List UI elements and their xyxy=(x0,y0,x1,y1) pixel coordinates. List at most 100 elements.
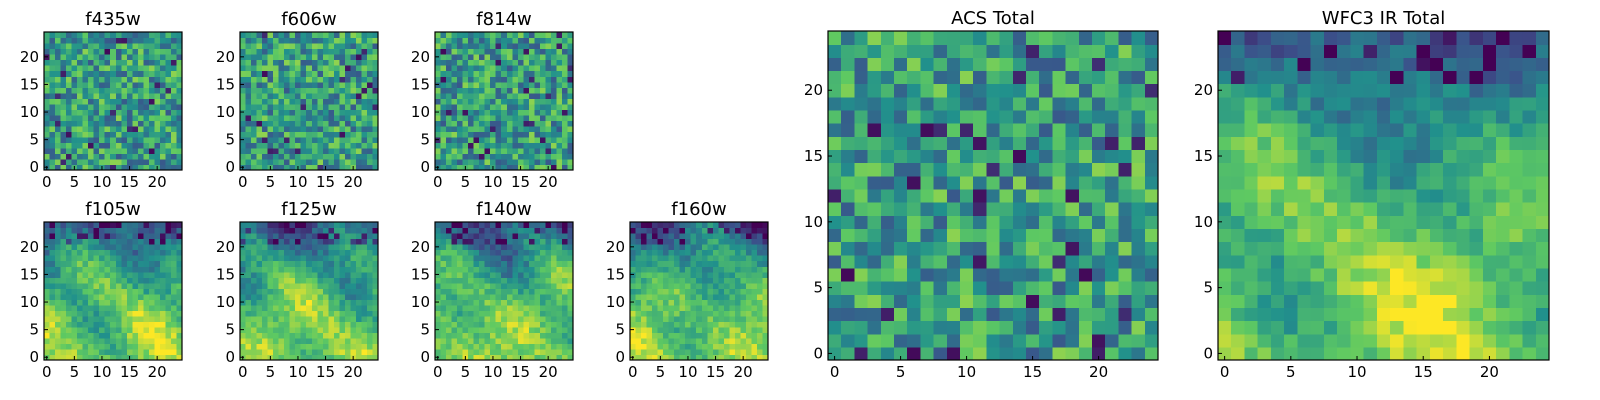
heatmap-cell xyxy=(960,228,974,243)
heatmap-cell xyxy=(256,153,263,160)
heatmap-cell xyxy=(679,326,686,333)
heatmap-cell xyxy=(1052,149,1067,164)
heatmap-cell xyxy=(641,282,648,289)
heatmap-cell xyxy=(495,337,502,345)
heatmap-cell xyxy=(355,114,363,121)
heatmap-cell xyxy=(668,310,675,317)
heatmap-cell xyxy=(311,293,318,300)
heatmap-cell xyxy=(372,48,379,55)
heatmap-cell xyxy=(295,125,302,132)
heatmap-cell xyxy=(137,299,144,306)
heatmap-cell xyxy=(60,260,67,267)
heatmap-cell xyxy=(880,136,895,151)
heatmap-cell xyxy=(154,233,161,240)
heatmap-cell xyxy=(355,164,363,171)
heatmap-cell xyxy=(251,260,258,267)
heatmap-cell xyxy=(539,233,546,240)
heatmap-cell xyxy=(143,114,150,121)
heatmap-cell xyxy=(104,43,111,50)
heatmap-cell xyxy=(517,158,524,166)
heatmap-cell xyxy=(1144,149,1159,164)
heatmap-cell xyxy=(534,244,541,251)
heatmap-cell xyxy=(1105,267,1119,282)
heatmap-cell xyxy=(451,87,458,94)
heatmap-cell xyxy=(278,310,285,317)
heatmap-cell xyxy=(49,255,56,262)
heatmap-cell xyxy=(355,354,363,361)
heatmap-cell xyxy=(451,32,458,39)
heatmap-cell xyxy=(652,282,659,289)
heatmap-cell xyxy=(545,59,552,66)
heatmap-cell xyxy=(339,125,346,132)
heatmap-cell xyxy=(104,260,111,267)
heatmap-cell xyxy=(333,348,340,356)
heatmap-cell xyxy=(121,271,128,278)
heatmap-cell xyxy=(256,70,263,77)
heatmap-cell xyxy=(506,92,513,99)
heatmap-cell xyxy=(468,153,475,160)
heatmap-cell xyxy=(93,92,100,99)
heatmap-cell xyxy=(674,244,681,251)
heatmap-cell xyxy=(66,238,73,245)
heatmap-cell xyxy=(1118,333,1133,348)
heatmap-cell xyxy=(1078,215,1093,229)
heatmap-cell xyxy=(1118,267,1133,282)
heatmap-cell xyxy=(88,37,95,44)
heatmap-cell xyxy=(567,288,574,295)
heatmap-cell xyxy=(273,288,280,295)
heatmap-cell xyxy=(344,65,351,72)
heatmap-cell xyxy=(534,43,541,50)
heatmap-cell xyxy=(99,70,106,77)
heatmap-cell xyxy=(501,326,508,333)
heatmap-cell xyxy=(55,125,62,132)
heatmap-cell xyxy=(328,81,335,88)
heatmap-cell xyxy=(512,153,519,160)
heatmap-cell xyxy=(561,348,569,356)
heatmap-cell xyxy=(267,59,274,66)
heatmap-cell xyxy=(289,321,296,328)
heatmap-cell xyxy=(512,332,519,339)
heatmap-cell xyxy=(462,260,469,267)
heatmap-cell xyxy=(523,92,530,99)
heatmap-cell xyxy=(328,87,335,94)
heatmap-cell xyxy=(350,288,357,295)
heatmap-cell xyxy=(479,238,486,245)
heatmap-cell xyxy=(121,277,128,284)
heatmap-cell xyxy=(361,249,368,256)
heatmap-cell xyxy=(762,304,769,311)
heatmap-cell xyxy=(245,65,252,72)
heatmap-cell xyxy=(240,304,247,311)
heatmap-cell xyxy=(344,120,351,127)
heatmap-cell xyxy=(88,109,95,116)
heatmap-cell xyxy=(256,249,263,256)
heatmap-cell xyxy=(1052,188,1067,203)
heatmap-cell xyxy=(317,37,324,44)
heatmap-cell xyxy=(490,332,497,339)
heatmap-cell xyxy=(289,288,296,295)
heatmap-cell xyxy=(143,81,150,88)
heatmap-cell xyxy=(328,266,335,273)
heatmap-cell xyxy=(1012,149,1027,164)
heatmap-cell xyxy=(484,103,491,110)
heatmap-cell xyxy=(668,277,675,284)
heatmap-cell xyxy=(115,65,122,72)
heatmap-cell xyxy=(306,249,313,256)
heatmap-cell xyxy=(550,131,558,138)
x-tick-label: 20 xyxy=(344,363,363,381)
heatmap-cell xyxy=(317,131,324,138)
heatmap-cell xyxy=(355,109,363,116)
heatmap-cell xyxy=(534,288,541,295)
heatmap-cell xyxy=(1092,175,1106,190)
heatmap-cell xyxy=(71,70,78,77)
heatmap-cell xyxy=(528,227,535,234)
heatmap-cell xyxy=(867,333,882,348)
heatmap-cell xyxy=(446,142,453,149)
heatmap-cell xyxy=(517,65,524,72)
heatmap-cell xyxy=(71,266,78,273)
heatmap-cell xyxy=(148,321,155,328)
heatmap-cell xyxy=(256,299,263,306)
heatmap-cell xyxy=(328,304,335,311)
heatmap-cell xyxy=(539,249,546,256)
heatmap-cell xyxy=(630,238,637,245)
heatmap-cell xyxy=(534,271,541,278)
